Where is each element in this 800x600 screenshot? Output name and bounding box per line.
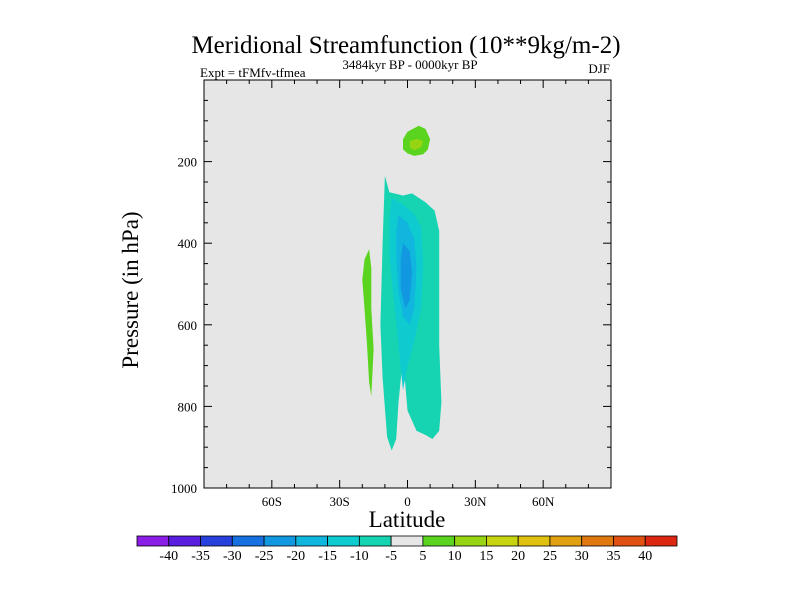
season-label: DJF <box>588 61 610 76</box>
colorbar-label: -40 <box>159 549 178 564</box>
colorbar-box <box>231 535 265 547</box>
colorbar-label: -20 <box>286 549 305 564</box>
contour-positive-cell-lower <box>362 249 374 397</box>
colorbar-box <box>454 535 487 547</box>
colorbar-label: -10 <box>350 549 369 564</box>
colorbar-label: 35 <box>606 549 620 564</box>
x-tick-label: 30N <box>464 494 487 509</box>
experiment-label: Expt = tFMfv-tfmea <box>200 65 306 80</box>
x-axis-label: Latitude <box>369 507 446 532</box>
contour-positive-cell-upper-core <box>409 138 424 151</box>
colorbar-label: -5 <box>385 549 397 564</box>
colorbar-label: 20 <box>511 549 525 564</box>
colorbar-label: -35 <box>191 549 210 564</box>
colorbar-box <box>486 535 519 547</box>
colorbar-box <box>581 535 614 547</box>
colorbar: -40 -35 -30 -25 -20 -15 -10 -5 5 10 15 20 25 30 35 40 <box>136 535 678 564</box>
colorbar-box <box>517 535 551 547</box>
colorbar-label: 30 <box>575 549 589 564</box>
colorbar-label: 40 <box>638 549 652 564</box>
colorbar-box <box>168 535 201 547</box>
contour-negative-cell-core <box>400 243 412 309</box>
colorbar-box <box>390 535 424 547</box>
colorbar-label: 25 <box>543 549 557 564</box>
colorbar-label: -30 <box>223 549 242 564</box>
colorbar-box <box>327 535 360 547</box>
y-tick-label: 600 <box>178 318 198 333</box>
colorbar-box <box>295 535 328 547</box>
colorbar-box <box>358 535 392 547</box>
y-tick-label: 200 <box>178 155 198 170</box>
y-tick-label: 1000 <box>171 481 197 496</box>
x-tick-label: 60S <box>262 494 282 509</box>
x-tick-label: 0 <box>404 494 411 509</box>
colorbar-label: 10 <box>448 549 462 564</box>
colorbar-box <box>613 535 646 547</box>
y-tick-label: 800 <box>178 399 198 414</box>
colorbar-box <box>549 535 583 547</box>
colorbar-label: 15 <box>479 549 493 564</box>
contour-regions <box>362 125 442 451</box>
colorbar-label: -25 <box>255 549 274 564</box>
x-tick-label: 30S <box>330 494 350 509</box>
colorbar-box <box>644 535 678 547</box>
colorbar-label: -15 <box>318 549 337 564</box>
y-tick-label: 400 <box>178 236 198 251</box>
colorbar-box <box>422 535 456 547</box>
colorbar-box <box>263 535 297 547</box>
colorbar-box <box>200 535 233 547</box>
x-tick-label: 60N <box>532 494 555 509</box>
axis-ticks: 60S 30S 0 30N 60N 200 400 600 800 1000 <box>171 80 612 509</box>
colorbar-label: 5 <box>419 549 426 564</box>
y-axis-label: Pressure (in hPa) <box>118 211 143 368</box>
colorbar-box <box>136 535 170 547</box>
period-label: 3484kyr BP - 0000kyr BP <box>342 57 477 72</box>
chart-title: Meridional Streamfunction (10**9kg/m-2) <box>191 32 620 59</box>
